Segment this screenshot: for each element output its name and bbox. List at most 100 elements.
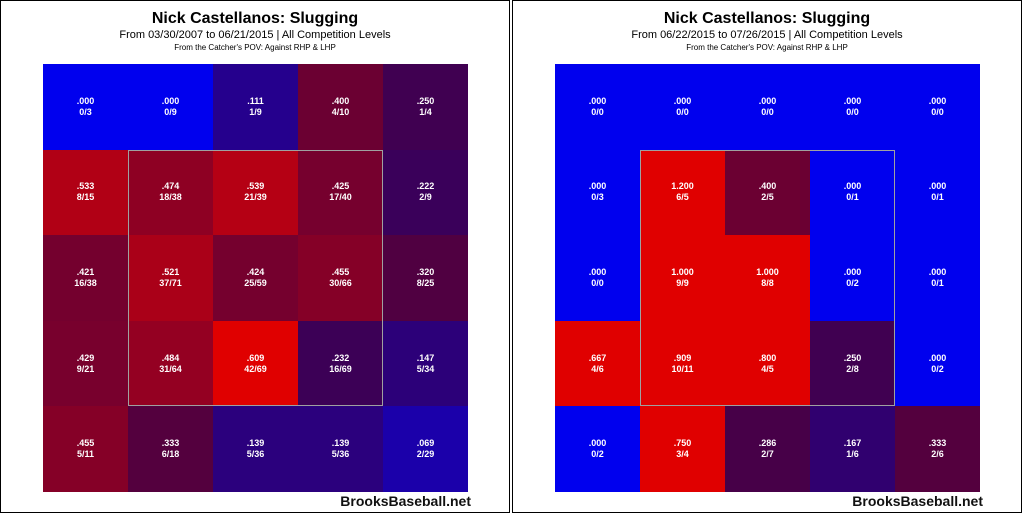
heatmap-cell: .222 2/9 [383, 149, 468, 236]
heatmap-cell: .000 0/2 [810, 235, 895, 321]
heatmap-cell: .400 4/10 [298, 64, 383, 150]
cell-value: .909 [673, 352, 692, 363]
cell-value: .000 [758, 95, 777, 106]
heatmap-cell: .424 25/59 [213, 235, 298, 321]
cell-value: .421 [76, 266, 95, 277]
cell-value: .286 [758, 438, 777, 449]
cell-count: 18/38 [159, 192, 182, 203]
cell-value: .424 [246, 266, 265, 277]
cell-value: .000 [843, 266, 862, 277]
cell-value: .000 [928, 266, 947, 277]
cell-count: 0/1 [931, 192, 944, 203]
cell-value: .609 [246, 352, 265, 363]
heatmap-cell: 1.000 9/9 [640, 235, 725, 321]
cell-value: .000 [843, 95, 862, 106]
cell-count: 9/21 [76, 363, 95, 374]
watermark: BrooksBaseball.net [852, 493, 983, 509]
heatmap-cell: .533 8/15 [43, 149, 128, 236]
cell-value: .111 [247, 95, 264, 106]
chart-note: From the Catcher's POV: Against RHP & LH… [174, 43, 336, 52]
cell-count: 2/6 [931, 449, 944, 460]
chart-title: Nick Castellanos: Slugging [663, 10, 871, 27]
heatmap-grid: .000 0/0.000 0/0.000 0/0.000 0/0.000 0/0.000 0… [555, 64, 980, 492]
cell-count: 16/38 [74, 277, 97, 288]
heatmap-cell: .909 10/11 [640, 320, 725, 407]
cell-count: 4/5 [761, 363, 774, 374]
cell-count: 8/25 [416, 277, 435, 288]
heatmap-cell: .429 9/21 [43, 320, 128, 407]
cell-value: .425 [331, 181, 350, 192]
heatmap-cell: .484 31/64 [128, 320, 213, 407]
heatmap-cell: .250 2/8 [810, 320, 895, 407]
heatmap-cell: .000 0/1 [895, 235, 980, 321]
cell-value: .000 [673, 95, 692, 106]
cell-count: 5/34 [416, 363, 435, 374]
cell-count: 0/1 [846, 192, 859, 203]
cell-count: 2/8 [846, 363, 859, 374]
heatmap-cell: .455 30/66 [298, 235, 383, 321]
cell-value: .147 [416, 352, 435, 363]
cell-value: .000 [843, 181, 862, 192]
chart-note: From the Catcher's POV: Against RHP & LH… [686, 43, 848, 52]
heatmap-cell: .539 21/39 [213, 149, 298, 236]
cell-value: 1.200 [671, 181, 694, 192]
heatmap-cell: .000 0/1 [895, 149, 980, 236]
cell-count: 17/40 [329, 192, 352, 203]
heatmap-cell: .139 5/36 [298, 406, 383, 492]
chart-subtitle: From 06/22/2015 to 07/26/2015 | All Comp… [631, 29, 903, 41]
cell-value: .139 [331, 438, 350, 449]
heatmap-cell: .421 16/38 [43, 235, 128, 321]
heatmap-cell: .111 1/9 [213, 64, 298, 150]
cell-count: 5/36 [246, 449, 265, 460]
heatmap-cell: 1.000 8/8 [725, 235, 810, 321]
cell-count: 9/9 [676, 277, 689, 288]
cell-count: 25/59 [244, 277, 267, 288]
cell-value: .069 [416, 438, 435, 449]
cell-count: 10/11 [671, 363, 694, 374]
cell-value: 1.000 [756, 266, 779, 277]
cell-count: 0/3 [79, 106, 92, 117]
cell-value: .167 [843, 438, 862, 449]
cell-value: .000 [928, 352, 947, 363]
chart-subtitle: From 03/30/2007 to 06/21/2015 | All Comp… [119, 29, 391, 41]
cell-value: .429 [76, 352, 95, 363]
cell-count: 2/29 [416, 449, 435, 460]
heatmap-cell: .000 0/0 [810, 64, 895, 150]
cell-count: 1/6 [846, 449, 859, 460]
cell-count: 0/9 [164, 106, 177, 117]
cell-count: 0/3 [591, 192, 604, 203]
heatmap-cell: .000 0/0 [555, 235, 640, 321]
watermark: BrooksBaseball.net [340, 493, 471, 509]
cell-count: 0/0 [591, 106, 604, 117]
cell-count: 0/0 [591, 277, 604, 288]
cell-count: 0/0 [761, 106, 774, 117]
heatmap-cell: .000 0/9 [128, 64, 213, 150]
heatmap-cell: .250 1/4 [383, 64, 468, 150]
cell-count: 6/18 [161, 449, 180, 460]
heatmap-cell: .320 8/25 [383, 235, 468, 321]
cell-value: .474 [161, 181, 180, 192]
heatmap-cell: .000 0/0 [725, 64, 810, 150]
cell-value: .000 [588, 438, 607, 449]
heatmap-cell: .400 2/5 [725, 149, 810, 236]
cell-value: .455 [331, 266, 350, 277]
cell-count: 1/9 [249, 106, 262, 117]
heatmap-cell: .000 0/3 [43, 64, 128, 150]
cell-count: 0/0 [676, 106, 689, 117]
heatmap-cell: .069 2/29 [383, 406, 468, 492]
cell-value: .000 [588, 95, 607, 106]
cell-value: .222 [416, 181, 435, 192]
cell-value: .533 [76, 181, 95, 192]
heatmap-cell: .333 2/6 [895, 406, 980, 492]
heatmap-cell: .232 16/69 [298, 320, 383, 407]
heatmap-cell: .286 2/7 [725, 406, 810, 492]
heatmap-cell: .000 0/2 [895, 320, 980, 407]
cell-count: 0/0 [846, 106, 859, 117]
heatmap-cell: .425 17/40 [298, 149, 383, 236]
cell-count: 1/4 [419, 106, 432, 117]
cell-value: .750 [673, 438, 692, 449]
cell-count: 4/10 [331, 106, 350, 117]
heatmap-cell: .139 5/36 [213, 406, 298, 492]
heatmap-cell: .521 37/71 [128, 235, 213, 321]
cell-count: 2/5 [761, 192, 774, 203]
